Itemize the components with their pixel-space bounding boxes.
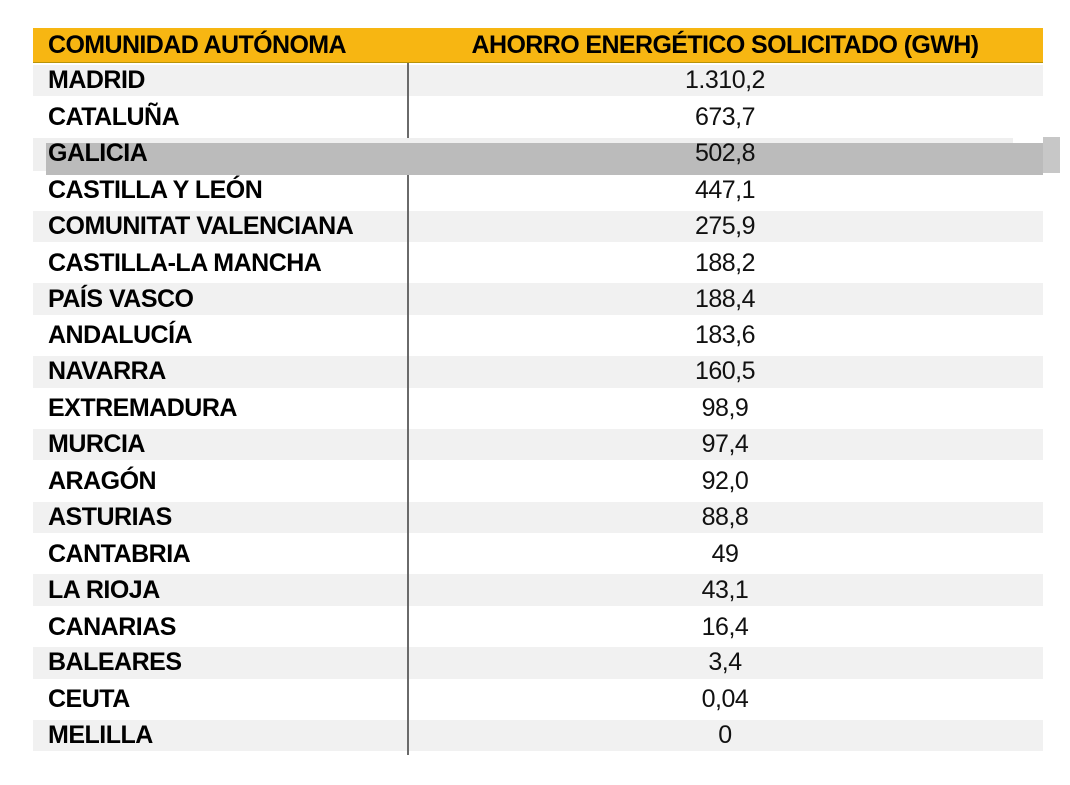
region-name: EXTREMADURA <box>48 394 237 423</box>
region-value: 160,5 <box>694 357 756 386</box>
column-divider <box>407 63 409 755</box>
table-row-pais-vasco: PAÍS VASCO 188,4 <box>33 281 1043 318</box>
region-value: 1.310,2 <box>685 66 765 95</box>
table-row-galicia-highlighted: GALICIA 502,8 <box>33 136 1060 175</box>
region-value: 502,8 <box>694 139 756 168</box>
table-body: MADRID 1.310,2 CATALUÑA 673,7 GALICIA 50… <box>33 63 1060 755</box>
region-value: 88,8 <box>701 502 749 531</box>
region-value: 275,9 <box>694 211 756 240</box>
region-name: PAÍS VASCO <box>48 284 194 313</box>
region-name: GALICIA <box>48 139 148 168</box>
region-name: ASTURIAS <box>48 502 172 531</box>
table-row-melilla: MELILLA 0 <box>33 718 1043 755</box>
table-row-ceuta: CEUTA 0,04 <box>33 682 1043 718</box>
region-value: 673,7 <box>694 103 756 132</box>
region-value: 97,4 <box>701 430 749 459</box>
region-name: CANARIAS <box>48 612 176 641</box>
region-value: 0,04 <box>701 685 749 714</box>
table-header-row: COMUNIDAD AUTÓNOMA AHORRO ENERGÉTICO SOL… <box>33 28 1043 63</box>
header-comunidad-autonoma: COMUNIDAD AUTÓNOMA <box>48 30 347 59</box>
region-value: 49 <box>711 539 739 568</box>
region-value: 447,1 <box>694 175 756 204</box>
galicia-highlight-tab <box>1043 136 1060 173</box>
region-name: MELILLA <box>48 721 153 750</box>
table-row-asturias: ASTURIAS 88,8 <box>33 499 1043 537</box>
region-name: CATALUÑA <box>48 103 180 132</box>
region-name: ANDALUCÍA <box>48 321 193 350</box>
region-value: 92,0 <box>701 466 749 495</box>
region-value: 188,4 <box>694 284 756 313</box>
region-name: ARAGÓN <box>48 466 157 495</box>
energy-savings-table: COMUNIDAD AUTÓNOMA AHORRO ENERGÉTICO SOL… <box>33 28 1060 755</box>
table-row-castilla-la-mancha: CASTILLA-LA MANCHA 188,2 <box>33 245 1043 281</box>
table-row-comunitat-valenciana: COMUNITAT VALENCIANA 275,9 <box>33 208 1043 245</box>
header-ahorro-energetico: AHORRO ENERGÉTICO SOLICITADO (GWH) <box>471 30 980 59</box>
region-name: NAVARRA <box>48 357 166 386</box>
region-name: MURCIA <box>48 430 146 459</box>
region-value: 16,4 <box>701 612 749 641</box>
region-name: LA RIOJA <box>48 575 160 604</box>
region-value: 43,1 <box>701 575 749 604</box>
table-row-madrid: MADRID 1.310,2 <box>33 63 1043 100</box>
region-value: 0 <box>718 721 732 750</box>
region-name: CASTILLA-LA MANCHA <box>48 248 322 277</box>
region-value: 183,6 <box>694 321 756 350</box>
table-row-cantabria: CANTABRIA 49 <box>33 536 1043 572</box>
table-row-castilla-y-leon: CASTILLA Y LEÓN 447,1 <box>33 172 1043 208</box>
table-row-navarra: NAVARRA 160,5 <box>33 354 1043 391</box>
table-row-aragon: ARAGÓN 92,0 <box>33 463 1043 499</box>
region-value: 188,2 <box>694 248 756 277</box>
region-name: COMUNITAT VALENCIANA <box>48 211 354 240</box>
table-row-extremadura: EXTREMADURA 98,9 <box>33 391 1043 427</box>
region-name: BALEARES <box>48 648 182 677</box>
region-value: 98,9 <box>701 394 749 423</box>
table-row-baleares: BALEARES 3,4 <box>33 645 1043 682</box>
table-row-la-rioja: LA RIOJA 43,1 <box>33 572 1043 609</box>
table-row-andalucia: ANDALUCÍA 183,6 <box>33 318 1043 354</box>
region-name: CASTILLA Y LEÓN <box>48 175 263 204</box>
region-name: CEUTA <box>48 685 130 714</box>
galicia-highlight-overlay <box>46 142 1043 175</box>
table-row-murcia: MURCIA 97,4 <box>33 426 1043 464</box>
region-name: MADRID <box>48 66 146 95</box>
region-name: CANTABRIA <box>48 539 191 568</box>
region-value: 3,4 <box>708 648 742 677</box>
table-row-cataluna: CATALUÑA 673,7 <box>33 99 1043 135</box>
table-row-canarias: CANARIAS 16,4 <box>33 609 1043 645</box>
